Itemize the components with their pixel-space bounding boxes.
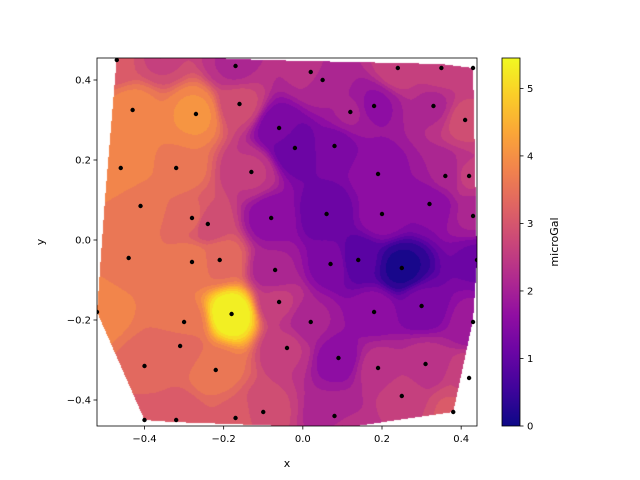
- sample-point: [181, 319, 187, 325]
- colorbar-tick-label: 5: [527, 84, 533, 95]
- colorbar-tick-label: 3: [527, 219, 533, 230]
- sample-point: [229, 311, 234, 317]
- y-tick-label: −0.2: [67, 316, 91, 327]
- sample-point: [399, 265, 404, 271]
- sample-point: [324, 211, 329, 217]
- y-tick-label: 0.4: [75, 76, 91, 87]
- sample-point: [237, 101, 242, 107]
- colorbar-ticks: 0 1 2 3 4 5: [520, 84, 533, 433]
- sample-point: [379, 211, 385, 217]
- sample-point: [462, 117, 468, 123]
- sample-point: [466, 375, 472, 381]
- sample-point: [431, 103, 436, 109]
- sample-point: [474, 257, 477, 263]
- sample-point: [130, 107, 135, 113]
- sample-point: [276, 299, 282, 305]
- sample-point: [356, 257, 361, 263]
- sample-point: [328, 261, 333, 267]
- sample-point: [272, 267, 278, 273]
- sample-point: [261, 409, 266, 415]
- colorbar-tick-label: 1: [527, 354, 533, 365]
- x-tick-label: 0.4: [453, 434, 469, 445]
- sample-point: [189, 215, 195, 221]
- sample-point: [308, 69, 313, 75]
- x-tick-label: 0.2: [374, 434, 390, 445]
- sample-point: [284, 345, 290, 351]
- sample-point: [189, 259, 195, 265]
- sample-point: [336, 355, 341, 361]
- sample-point: [173, 417, 179, 423]
- sample-point: [419, 303, 424, 309]
- colorbar-tick-label: 4: [527, 151, 533, 162]
- y-tick-label: −0.4: [67, 396, 91, 407]
- sample-points: [97, 58, 477, 426]
- plot-area: −0.4 −0.2 0.0 0.2 0.4 −0.4 −0.2 0.0 0.2 0.4 x y: [34, 57, 478, 470]
- sample-point: [375, 365, 381, 371]
- sample-point: [466, 173, 472, 179]
- sample-point: [375, 171, 381, 177]
- sample-point: [159, 58, 162, 59]
- sample-point: [371, 309, 377, 315]
- y-tick-label: 0.2: [75, 156, 91, 167]
- colorbar-tick-label: 2: [527, 286, 533, 297]
- sample-point: [292, 145, 298, 151]
- sample-point: [427, 201, 432, 207]
- sample-point: [308, 319, 313, 325]
- x-tick-label: −0.2: [212, 434, 236, 445]
- sample-point: [470, 319, 476, 325]
- sample-point: [118, 165, 123, 171]
- sample-point: [423, 361, 428, 367]
- sample-point: [205, 221, 211, 227]
- sample-point: [332, 143, 337, 149]
- sample-point: [395, 65, 401, 71]
- contour-fill: [97, 58, 477, 426]
- sample-point: [470, 65, 476, 71]
- x-tick-label: 0.0: [295, 434, 311, 445]
- sample-point: [173, 165, 179, 171]
- sample-point: [213, 367, 218, 373]
- y-axis-label: y: [34, 238, 47, 245]
- sample-point: [142, 417, 147, 423]
- axes-frame: [96, 57, 478, 427]
- sample-point: [451, 409, 456, 415]
- y-axis: −0.4 −0.2 0.0 0.2 0.4: [67, 76, 97, 407]
- sample-point: [249, 169, 254, 175]
- sample-point: [233, 415, 238, 421]
- sample-point: [142, 363, 147, 369]
- sample-point: [320, 77, 325, 83]
- sample-point: [470, 213, 476, 219]
- colorbar: 0 1 2 3 4 5 microGal: [501, 57, 561, 433]
- x-axis: −0.4 −0.2 0.0 0.2 0.4: [132, 426, 469, 445]
- x-tick-label: −0.4: [132, 434, 156, 445]
- sample-point: [217, 257, 222, 263]
- sample-point: [439, 65, 444, 71]
- sample-point: [332, 413, 337, 419]
- sample-point: [97, 309, 100, 315]
- sample-point: [399, 393, 404, 399]
- sample-point: [268, 215, 274, 221]
- sample-point: [348, 109, 353, 115]
- sample-point: [114, 58, 119, 63]
- sample-point: [138, 203, 143, 209]
- colorbar-gradient: [501, 57, 521, 427]
- sample-point: [193, 111, 199, 117]
- sample-point: [443, 173, 448, 179]
- colorbar-label: microGal: [548, 217, 561, 266]
- colorbar-tick-label: 0: [527, 422, 533, 433]
- sample-point: [371, 103, 377, 109]
- sample-point: [177, 343, 183, 349]
- sample-point: [126, 255, 131, 261]
- x-axis-label: x: [284, 457, 291, 470]
- y-tick-label: 0.0: [75, 236, 91, 247]
- sample-point: [341, 425, 344, 426]
- sample-point: [276, 125, 282, 131]
- sample-point: [233, 63, 238, 69]
